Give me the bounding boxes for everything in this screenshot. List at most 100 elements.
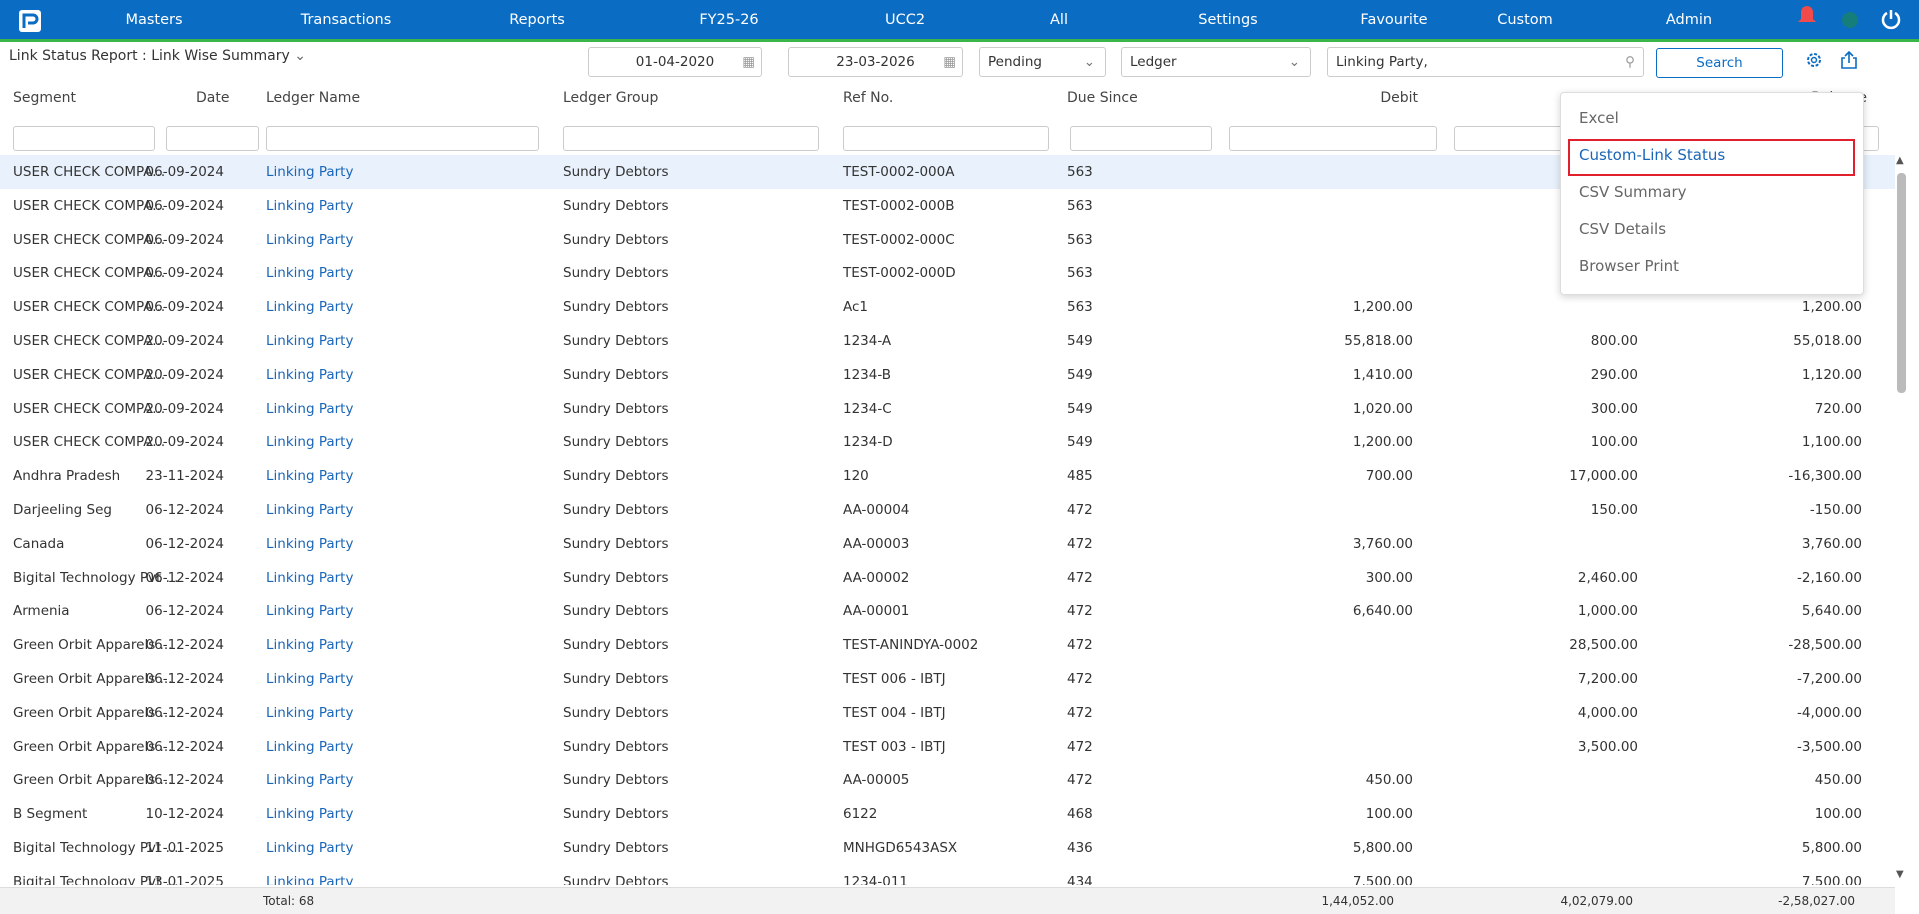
- scroll-thumb[interactable]: [1897, 173, 1906, 393]
- status-select[interactable]: Pending ⌄: [979, 47, 1106, 77]
- table-cell: Ac1: [843, 299, 869, 316]
- ledger-link[interactable]: Linking Party: [266, 265, 354, 282]
- table-row[interactable]: USER CHECK COMPA... 06-09-2024 Linking Par…: [0, 223, 1895, 257]
- ledger-link[interactable]: Linking Party: [266, 873, 354, 885]
- ledger-link[interactable]: Linking Party: [266, 164, 354, 180]
- table-row[interactable]: Canada 06-12-2024 Linking Party Sundry Debt…: [0, 527, 1895, 561]
- nav-item[interactable]: Favourite: [1360, 12, 1428, 28]
- nav-item[interactable]: All: [1050, 12, 1068, 28]
- ledger-link[interactable]: Linking Party: [266, 197, 354, 214]
- ledger-link[interactable]: Linking Party: [266, 231, 354, 248]
- table-cell: 06-09-2024: [145, 231, 224, 248]
- to-date[interactable]: 23-03-2026 ▦: [788, 47, 963, 77]
- ledger-link[interactable]: Linking Party: [266, 434, 354, 451]
- party-input[interactable]: Linking Party, ⚲: [1327, 47, 1644, 77]
- menu-item[interactable]: CSV Details: [1579, 220, 1667, 238]
- ledger-link[interactable]: Linking Party: [266, 400, 354, 417]
- column-filter[interactable]: [166, 126, 259, 151]
- search-button[interactable]: Search: [1656, 48, 1783, 78]
- ledger-link[interactable]: Linking Party: [266, 569, 354, 586]
- notification-icon[interactable]: [1797, 4, 1817, 28]
- nav-item[interactable]: Transactions: [300, 12, 392, 28]
- table-row[interactable]: USER CHECK COMPA... 20-09-2024 Linking Par…: [0, 324, 1895, 358]
- menu-item[interactable]: CSV Summary: [1579, 183, 1687, 201]
- ledger-link[interactable]: Linking Party: [266, 806, 354, 823]
- logo[interactable]: [18, 9, 42, 33]
- export-icon[interactable]: [1840, 50, 1858, 70]
- footer-debit: 1,44,052.00: [1321, 894, 1394, 908]
- table-cell: Green Orbit Apparels ...: [13, 772, 173, 789]
- ledger-select[interactable]: Ledger ⌄: [1121, 47, 1311, 77]
- power-icon[interactable]: [1880, 8, 1902, 30]
- ledger-link[interactable]: Linking Party: [266, 603, 354, 620]
- ledger-link[interactable]: Linking Party: [266, 671, 354, 687]
- ledger-link[interactable]: Linking Party: [266, 637, 354, 654]
- export-menu: Excel Custom-Link Status CSV Summary CSV De…: [1560, 92, 1864, 295]
- nav-item[interactable]: Settings: [1198, 12, 1258, 28]
- table-cell: TEST 006 - IBTJ: [843, 671, 946, 687]
- table-cell: 55,018.00: [1793, 333, 1862, 349]
- table-row[interactable]: USER CHECK COMPA... 20-09-2024 Linking Par…: [0, 392, 1895, 426]
- menu-item[interactable]: Custom-Link Status: [1579, 146, 1726, 164]
- column-filter[interactable]: [843, 126, 1049, 151]
- table-row[interactable]: Green Orbit Apparels ... 06-12-2024 Linkin…: [0, 628, 1895, 662]
- ledger-link[interactable]: Linking Party: [266, 704, 354, 721]
- table-row[interactable]: USER CHECK COMPA... 20-09-2024 Linking Par…: [0, 425, 1895, 459]
- ledger-link[interactable]: Linking Party: [266, 535, 354, 552]
- nav-item[interactable]: Masters: [125, 12, 183, 28]
- ledger-link[interactable]: Linking Party: [266, 772, 354, 789]
- ledger-link[interactable]: Linking Party: [266, 299, 354, 316]
- table-row[interactable]: Green Orbit Apparels ... 06-12-2024 Linkin…: [0, 730, 1895, 764]
- table-cell: Sundry Debtors: [563, 468, 669, 485]
- from-date[interactable]: 01-04-2020 ▦: [588, 47, 762, 77]
- report-title[interactable]: Link Status Report : Link Wise Summary ⌄: [9, 48, 306, 64]
- column-filter[interactable]: [1229, 126, 1437, 151]
- column-filter[interactable]: [563, 126, 819, 151]
- ledger-link[interactable]: Linking Party: [266, 366, 354, 383]
- ledger-link[interactable]: Linking Party: [266, 333, 354, 349]
- column-header: Debit: [1380, 90, 1418, 106]
- settings-icon[interactable]: [1805, 51, 1823, 69]
- nav-item[interactable]: UCC2: [884, 12, 926, 28]
- table-cell: 472: [1067, 671, 1093, 687]
- column-header: Date: [196, 90, 230, 106]
- table-cell: 06-12-2024: [145, 502, 224, 518]
- nav-item[interactable]: Admin: [1665, 12, 1713, 28]
- table-row[interactable]: Bigital Technology Pvt ... 13-01-2025 Link…: [0, 865, 1895, 885]
- nav-item[interactable]: Reports: [509, 12, 565, 28]
- filter-row: [0, 86, 1900, 156]
- table-row[interactable]: Green Orbit Apparels ... 06-12-2024 Linkin…: [0, 696, 1895, 730]
- ledger-link[interactable]: Linking Party: [266, 840, 354, 856]
- column-filter[interactable]: [13, 126, 155, 151]
- menu-item[interactable]: Browser Print: [1579, 257, 1680, 275]
- column-filter[interactable]: [266, 126, 539, 151]
- table-cell: Sundry Debtors: [563, 772, 669, 789]
- table-cell: Canada: [13, 535, 65, 552]
- table-row[interactable]: Green Orbit Apparels ... 06-12-2024 Linkin…: [0, 763, 1895, 797]
- table-row[interactable]: USER CHECK COMPA... 06-09-2024 Linking Par…: [0, 256, 1895, 290]
- table-row[interactable]: USER CHECK COMPA... 06-09-2024 Linking Par…: [0, 189, 1895, 223]
- table-row[interactable]: USER CHECK COMPA... 20-09-2024 Linking Par…: [0, 358, 1895, 392]
- ledger-link[interactable]: Linking Party: [266, 468, 354, 485]
- nav-item[interactable]: FY25-26: [699, 12, 759, 28]
- nav-item[interactable]: Custom: [1497, 12, 1553, 28]
- table-row[interactable]: Green Orbit Apparels ... 06-12-2024 Linkin…: [0, 662, 1895, 696]
- menu-item[interactable]: Excel: [1579, 109, 1619, 127]
- scrollbar[interactable]: ▲ ▼: [1895, 155, 1907, 885]
- footer-total: Total: 68: [263, 894, 315, 908]
- column-filter[interactable]: [1070, 126, 1212, 151]
- table-row[interactable]: Armenia 06-12-2024 Linking Party Sundry Deb…: [0, 594, 1895, 628]
- ledger-link[interactable]: Linking Party: [266, 738, 354, 755]
- table-row[interactable]: Andhra Pradesh 23-11-2024 Linking Party Sun…: [0, 459, 1895, 493]
- table-row[interactable]: B Segment 10-12-2024 Linking Party Sundry D…: [0, 797, 1895, 831]
- table-row[interactable]: Darjeeling Seg 06-12-2024 Linking Party Sun…: [0, 493, 1895, 527]
- status-text: Pending: [988, 54, 1042, 70]
- table-row[interactable]: USER CHECK COMPA... 06-09-2024 Linking Par…: [0, 290, 1895, 324]
- table-row[interactable]: Bigital Technology Pvt ... 06-12-2024 Link…: [0, 561, 1895, 595]
- table-row[interactable]: Bigital Technology Pvt ... 11-01-2025 Link…: [0, 831, 1895, 865]
- ledger-link[interactable]: Linking Party: [266, 502, 354, 518]
- table-cell: 1234-C: [843, 400, 892, 417]
- report-table: Segment Date Ledger Name Ledger Group Ref No…: [0, 86, 1919, 914]
- title-text: Link Status Report : Link Wise Summary: [9, 48, 290, 64]
- user-icon[interactable]: [1840, 10, 1860, 30]
